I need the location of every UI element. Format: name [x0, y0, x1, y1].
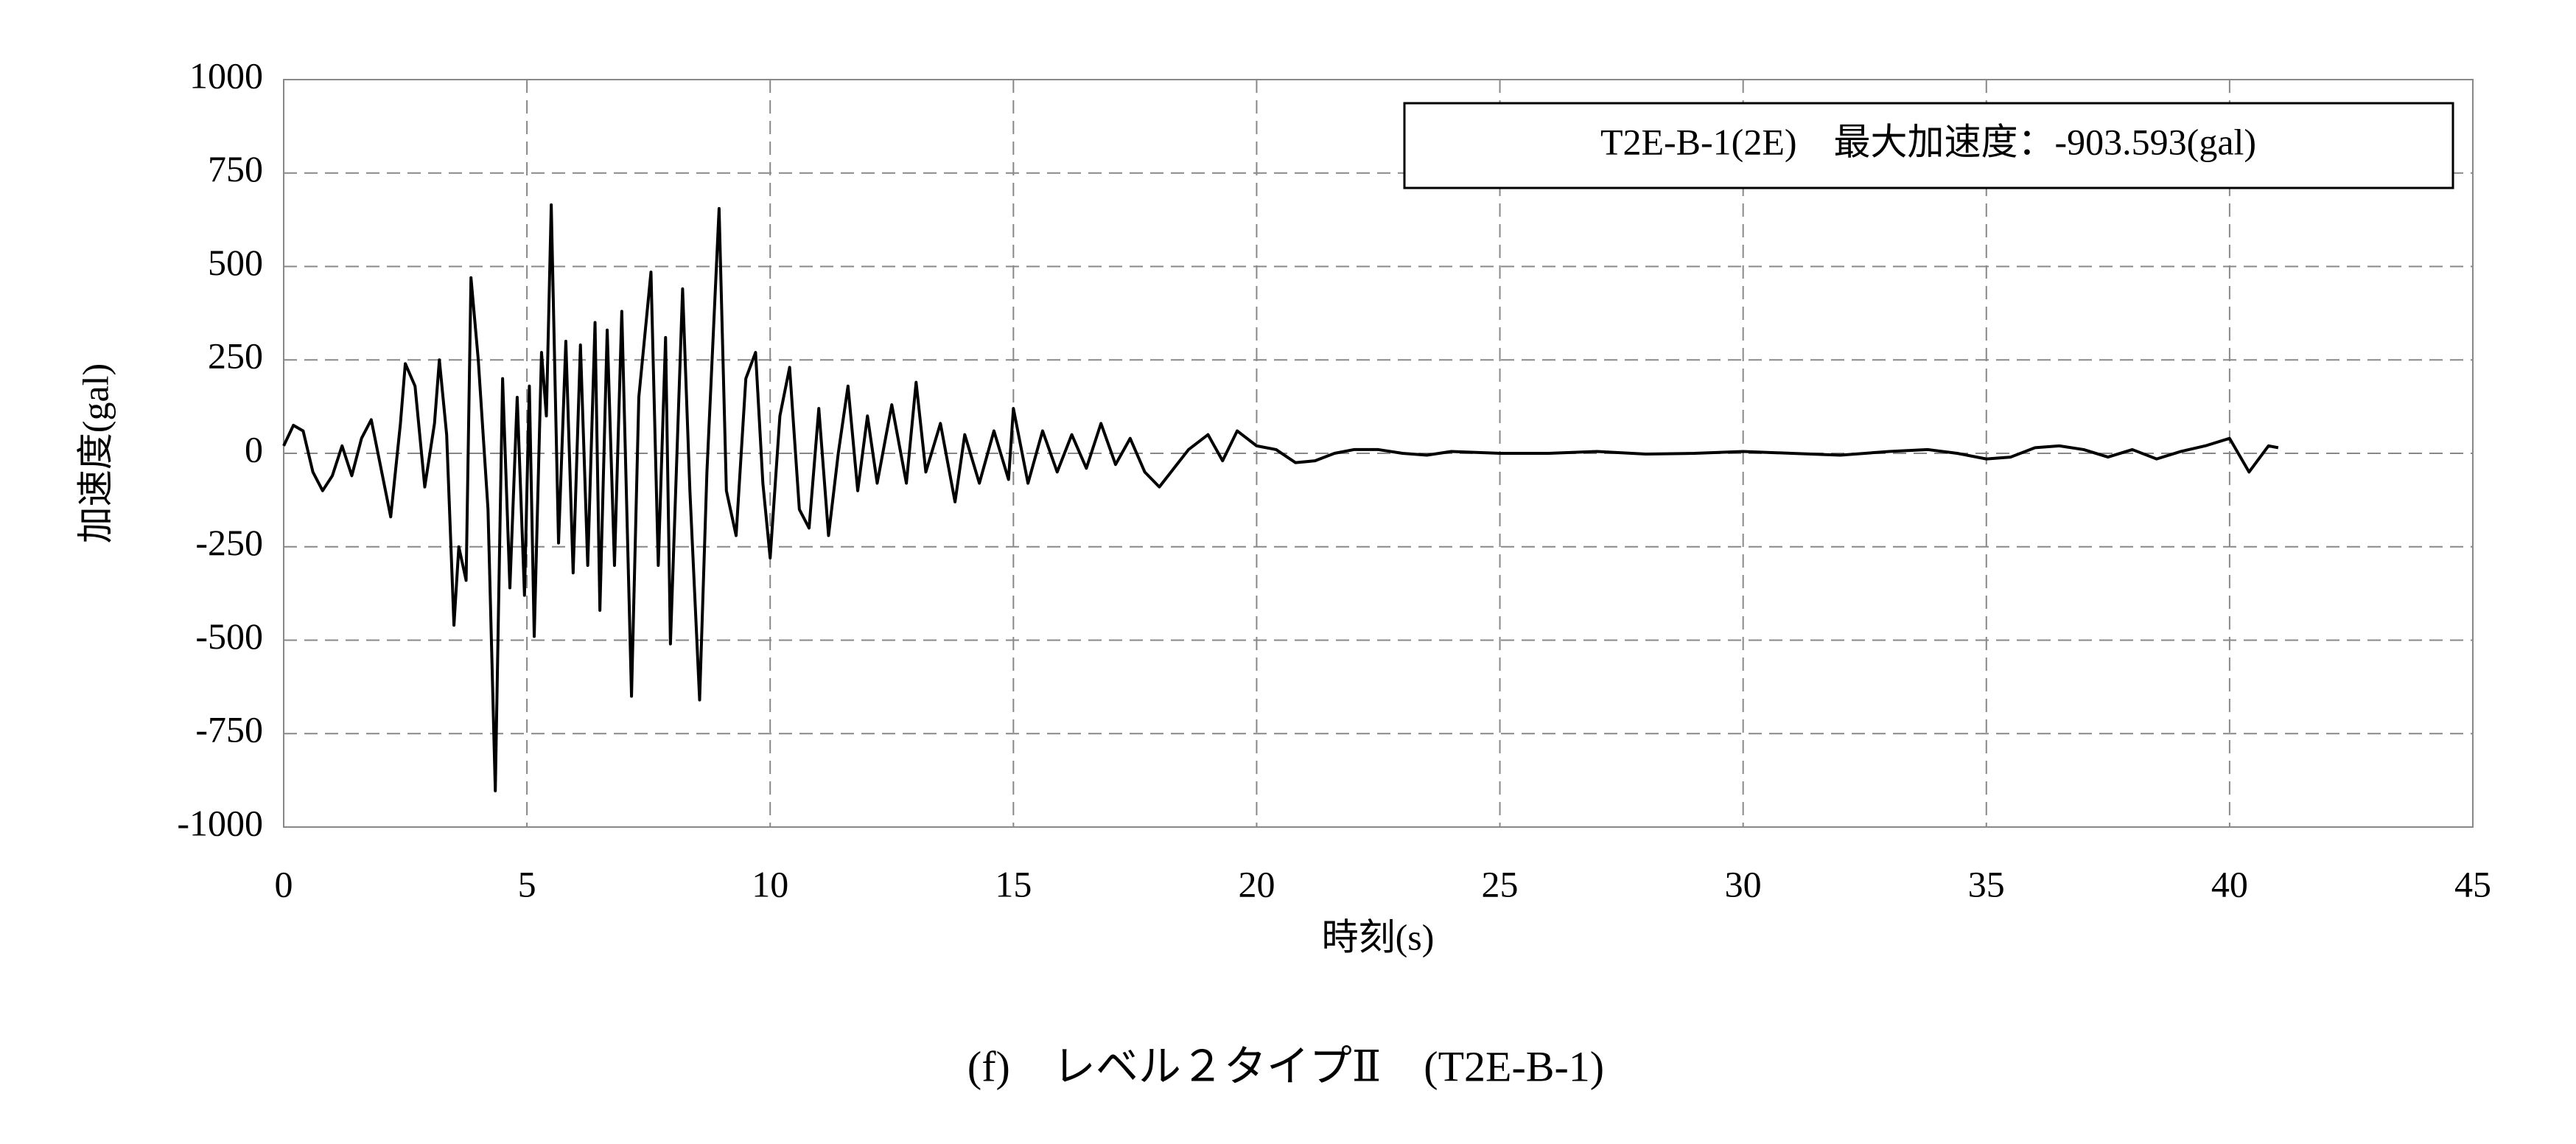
x-tick-label: 30 [1725, 863, 1762, 904]
x-tick-label: 5 [518, 863, 536, 904]
legend-entry: T2E-B-1(2E) 最大加速度：-903.593(gal) [1600, 121, 2256, 162]
y-tick-label: 750 [208, 148, 263, 189]
x-tick-label: 10 [752, 863, 788, 904]
y-tick-label: -1000 [177, 802, 263, 843]
y-tick-label: 250 [208, 335, 263, 377]
y-tick-label: 1000 [189, 55, 263, 96]
x-tick-label: 40 [2211, 863, 2248, 904]
x-tick-label: 0 [275, 863, 293, 904]
y-axis-label: 加速度(gal) [74, 363, 116, 543]
caption: (f) レベル２タイプⅡ (T2E-B-1) [967, 1042, 1604, 1090]
x-tick-label: 20 [1238, 863, 1275, 904]
x-axis-label: 時刻(s) [1322, 916, 1435, 958]
x-tick-label: 45 [2454, 863, 2491, 904]
y-tick-label: -750 [195, 709, 263, 750]
y-tick-label: 0 [245, 428, 263, 470]
plot-frame [283, 79, 2474, 828]
y-tick-label: 500 [208, 242, 263, 283]
y-tick-label: -250 [195, 522, 263, 563]
x-tick-label: 15 [995, 863, 1032, 904]
x-tick-label: 25 [1482, 863, 1519, 904]
y-tick-label: -500 [195, 615, 263, 657]
data-line [282, 203, 2279, 792]
x-tick-label: 35 [1968, 863, 2005, 904]
legend-box [1403, 102, 2454, 189]
